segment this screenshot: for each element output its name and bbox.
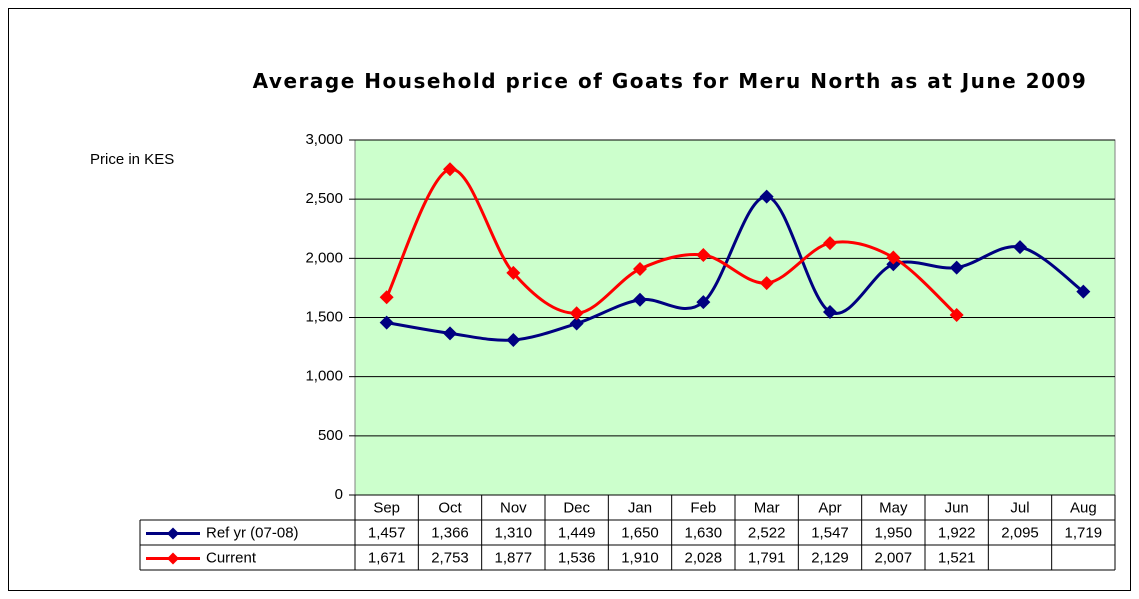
table-value: 1,950 xyxy=(875,524,913,541)
table-value: 1,877 xyxy=(495,549,533,566)
table-value: 1,650 xyxy=(621,524,659,541)
table-value: 1,310 xyxy=(495,524,533,541)
chart-title: Average Household price of Goats for Mer… xyxy=(252,69,1088,93)
marker xyxy=(633,261,647,276)
marker xyxy=(379,290,394,305)
table-value: 2,753 xyxy=(431,549,469,566)
table-value: 2,129 xyxy=(811,549,849,566)
marker xyxy=(949,260,964,275)
table-value: 2,095 xyxy=(1001,524,1039,541)
x-tick-label: Apr xyxy=(818,499,841,516)
x-tick-label: Jul xyxy=(1010,499,1029,516)
marker xyxy=(569,306,584,321)
table-value: 1,449 xyxy=(558,524,596,541)
table-value: 1,791 xyxy=(748,549,786,566)
marker xyxy=(696,295,711,310)
legend-label: Ref yr (07-08) xyxy=(206,524,299,541)
y-tick-label: 2,500 xyxy=(305,190,343,207)
marker xyxy=(569,316,584,331)
table-value: 1,366 xyxy=(431,524,469,541)
x-tick-label: May xyxy=(879,499,908,516)
marker xyxy=(823,236,837,251)
y-tick-label: 1,500 xyxy=(305,308,343,325)
y-tick-label: 3,000 xyxy=(305,131,343,148)
marker xyxy=(379,315,394,330)
table-value: 2,007 xyxy=(875,549,913,566)
table-value: 1,910 xyxy=(621,549,659,566)
table-value: 1,521 xyxy=(938,549,976,566)
marker xyxy=(443,326,457,341)
marker xyxy=(949,308,964,323)
y-tick-label: 2,000 xyxy=(305,249,343,266)
table-value: 2,522 xyxy=(748,524,786,541)
x-tick-label: Aug xyxy=(1070,499,1097,516)
table-value: 1,630 xyxy=(685,524,723,541)
table-value: 2,028 xyxy=(685,549,723,566)
marker xyxy=(506,265,521,280)
x-tick-label: Mar xyxy=(754,499,780,516)
y-tick-label: 0 xyxy=(335,486,343,503)
series-line xyxy=(385,167,958,317)
x-tick-label: Oct xyxy=(438,499,462,516)
marker xyxy=(823,304,837,319)
table-value: 1,922 xyxy=(938,524,976,541)
marker xyxy=(759,276,774,291)
marker xyxy=(1076,284,1091,299)
marker xyxy=(886,250,901,265)
marker xyxy=(443,162,457,177)
marker xyxy=(696,248,711,263)
table-value: 1,671 xyxy=(368,549,406,566)
x-tick-label: Feb xyxy=(690,499,716,516)
legend-label: Current xyxy=(206,549,257,566)
marker xyxy=(1013,240,1027,255)
y-axis-label: Price in KES xyxy=(90,151,174,168)
table-value: 1,457 xyxy=(368,524,406,541)
legend-marker xyxy=(167,552,179,565)
x-tick-label: Jan xyxy=(628,499,652,516)
table-value: 1,547 xyxy=(811,524,849,541)
table-value: 1,536 xyxy=(558,549,596,566)
x-tick-label: Dec xyxy=(563,499,590,516)
x-tick-label: Jun xyxy=(945,499,969,516)
marker xyxy=(633,292,647,307)
legend-marker xyxy=(167,527,179,540)
marker xyxy=(506,332,521,347)
marker xyxy=(759,189,774,204)
table-value: 1,719 xyxy=(1065,524,1103,541)
x-tick-label: Nov xyxy=(500,499,527,516)
y-tick-label: 500 xyxy=(318,427,343,444)
x-tick-label: Sep xyxy=(373,499,400,516)
y-tick-label: 1,000 xyxy=(305,368,343,385)
